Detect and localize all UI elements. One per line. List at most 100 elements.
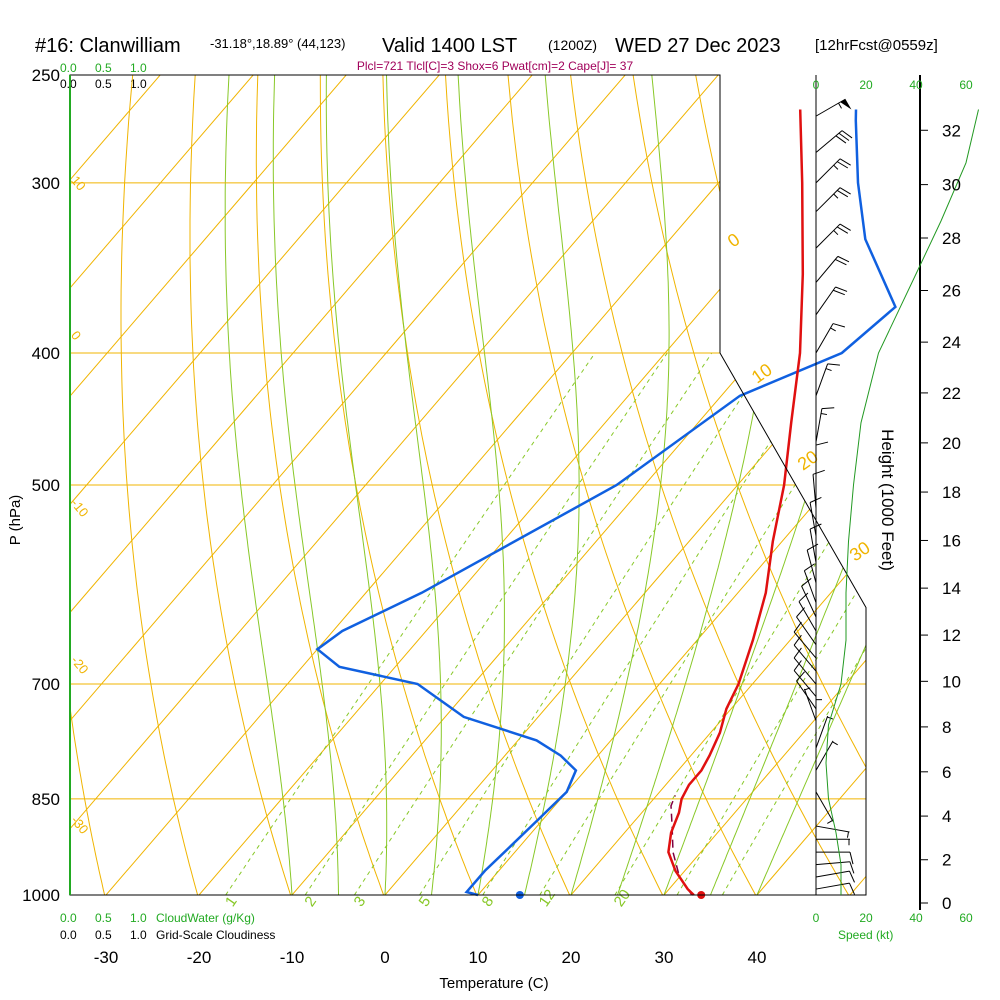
mixing-ratio-label: 20 — [611, 887, 634, 910]
speed-tick-bottom: 40 — [909, 911, 923, 925]
wind-barb — [803, 563, 817, 603]
moist-adiabat-line — [386, 75, 442, 895]
x-tick-label: -20 — [187, 948, 212, 967]
isotherm-line — [849, 75, 866, 895]
x-tick-label: -10 — [280, 948, 305, 967]
height-tick-label: 26 — [942, 282, 961, 301]
mixing-ratio-line — [353, 352, 713, 895]
height-tick-label: 22 — [942, 384, 961, 403]
wind-barb — [793, 660, 817, 697]
barb-flag — [832, 323, 846, 328]
dry-adiabat-line — [189, 75, 301, 895]
moist-adiabat-line — [457, 75, 505, 895]
barb-flag — [827, 363, 840, 366]
barb-staff — [815, 158, 841, 184]
mixing-ratio-label: 2 — [301, 893, 320, 910]
barb-flag — [812, 469, 825, 475]
temperature-profile — [667, 109, 805, 896]
barb-flag — [836, 190, 849, 198]
moist-adiabat-label: 0 — [724, 229, 744, 251]
dry-adiabat-line — [70, 75, 112, 895]
wind-barb — [815, 130, 853, 153]
barb-staff — [809, 502, 817, 537]
mixing-ratio-label: 3 — [351, 893, 370, 910]
cloud-scale-bottom: 0.0 0.5 1.0 CloudWater (g/Kg) 0.0 0.5 1.… — [60, 911, 275, 942]
barb-staff — [793, 670, 817, 697]
wind-barb — [815, 158, 851, 184]
station-coords: -31.18°,18.89° (44,123) — [210, 36, 345, 51]
height-tick-label: 12 — [942, 626, 961, 645]
speed-tick-top: 20 — [859, 78, 873, 92]
height-tick-label: 4 — [942, 807, 951, 826]
barb-staff — [815, 715, 829, 749]
moist-adiabat-line — [756, 75, 866, 895]
wind-barb — [815, 740, 838, 771]
barb-pennant — [840, 99, 852, 110]
barb-flag — [841, 130, 853, 139]
isotherm-line — [105, 75, 833, 895]
barb-flag — [837, 255, 850, 263]
pressure-tick-label: 850 — [32, 790, 60, 809]
dry-adiabat-line — [319, 75, 490, 895]
barb-staff — [796, 680, 817, 710]
barb-flag — [835, 286, 848, 292]
speed-tick-top: 0 — [813, 78, 820, 92]
dry-adiabat-line — [564, 75, 866, 895]
cloudiness-tick: 0.0 — [60, 928, 77, 942]
barb-staff — [815, 882, 850, 890]
speed-axis-title: Speed (kt) — [838, 928, 893, 942]
isotherm-line — [70, 75, 461, 895]
wind-barb — [816, 851, 854, 865]
barb-staff — [815, 870, 850, 878]
wind-barb — [815, 407, 835, 443]
barb-half-flag — [846, 831, 849, 838]
height-tick-label: 6 — [942, 763, 951, 782]
pressure-tick-label: 700 — [32, 675, 60, 694]
barb-staff — [803, 570, 817, 603]
barb-staff — [793, 644, 817, 672]
barb-flag — [836, 226, 849, 234]
pressure-tick-label: 300 — [32, 174, 60, 193]
moist-adiabat-line — [710, 75, 866, 895]
x-axis-title: Temperature (C) — [439, 975, 548, 992]
barb-flag — [835, 258, 847, 266]
isotherm-line — [70, 75, 554, 895]
barb-half-flag — [833, 193, 839, 199]
cloudiness-tick: 0.5 — [95, 928, 112, 942]
height-tick-label: 32 — [942, 121, 961, 140]
wind-speed-profile — [825, 109, 979, 895]
height-axis-title: Height (1000 Feet) — [878, 429, 897, 571]
dry-adiabat-line — [932, 26, 1000, 924]
barb-staff — [815, 223, 841, 249]
speed-tick-top: 60 — [959, 78, 973, 92]
cloudwater-label: CloudWater (g/Kg) — [156, 911, 255, 925]
isotherm-line — [70, 75, 182, 895]
wind-barb — [815, 323, 846, 354]
isotherm-line — [291, 75, 866, 895]
forecast-tag: [12hrFcst@0559z] — [815, 37, 938, 54]
barb-staff — [815, 791, 834, 822]
isotherm-line — [384, 75, 866, 895]
pressure-tick-label: 500 — [32, 476, 60, 495]
station-title: #16: Clanwilliam — [35, 35, 181, 57]
height-tick-label: 24 — [942, 333, 961, 352]
y-axis-title: P (hPa) — [7, 495, 24, 546]
dry-adiabat-label: -20 — [68, 653, 92, 677]
valid-time: Valid 1400 LST — [382, 35, 517, 57]
wind-barb — [815, 825, 850, 838]
barb-flag — [796, 671, 805, 682]
cloudiness-label: Grid-Scale Cloudiness — [156, 928, 275, 942]
mixing-ratio-line — [614, 352, 866, 895]
mixing-ratio-label: 8 — [479, 893, 498, 910]
barb-flag — [793, 660, 802, 671]
barb-half-flag — [827, 820, 833, 824]
cloud-scale-top: 0.0 0.5 1.0 0.0 0.5 1.0 — [60, 61, 147, 91]
isotherm-line — [477, 75, 866, 895]
height-tick-label: 28 — [942, 229, 961, 248]
x-tick-label: 10 — [469, 948, 488, 967]
cloudwater-tick: 1.0 — [130, 911, 147, 925]
barb-staff — [798, 601, 817, 632]
wind-barb — [815, 98, 852, 117]
cloudiness-tick: 1.0 — [130, 77, 147, 91]
